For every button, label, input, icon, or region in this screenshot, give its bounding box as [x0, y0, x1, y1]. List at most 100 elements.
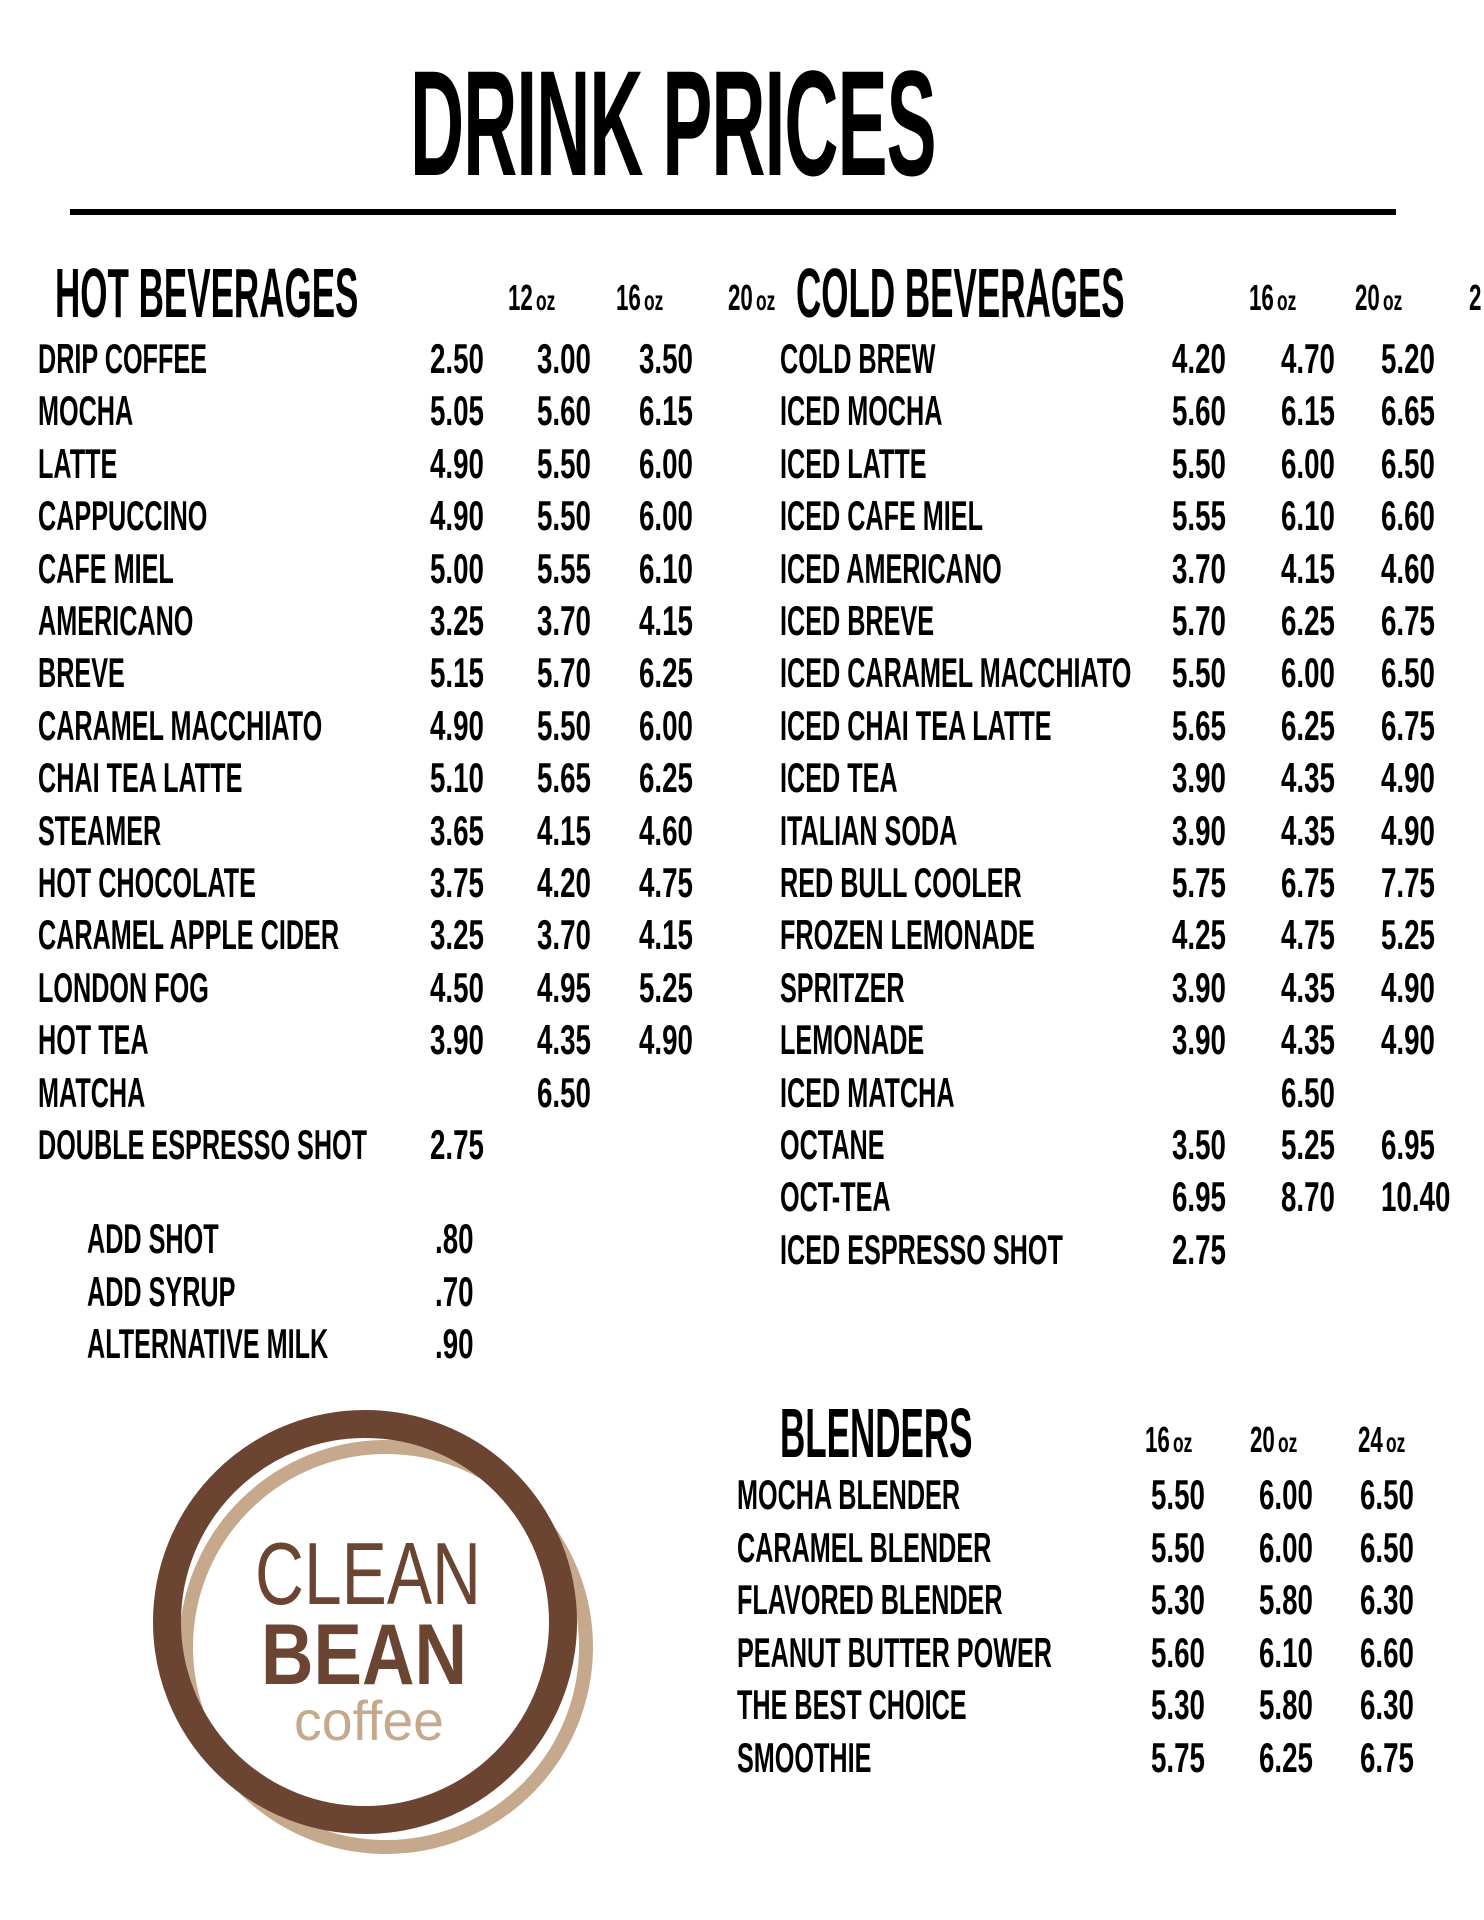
cold-item-price-text: 6.50	[1381, 649, 1435, 697]
blenders-size-header-text: 16	[1145, 1419, 1170, 1460]
cold-item-name: ICED CAFE MIEL	[780, 495, 983, 537]
blenders-item-price: 5.80	[1259, 1579, 1314, 1621]
blenders-item-price: 5.30	[1151, 1579, 1206, 1621]
size-unit: oz	[1386, 1427, 1406, 1458]
clean-bean-coffee-logo: CLEAN BEAN coffee	[153, 1410, 593, 1854]
cold-item-price-text: 3.50	[1172, 1121, 1226, 1168]
cold-item-price: 10.40	[1381, 1176, 1451, 1218]
size-unit: oz	[756, 285, 776, 316]
cold-item-price-text: 6.65	[1381, 387, 1435, 435]
hot-item-price-text: 5.55	[537, 544, 591, 592]
blenders-item-price-text: 5.50	[1151, 1523, 1205, 1571]
blenders-item-price: 6.75	[1360, 1737, 1415, 1779]
cold-item-price: 5.25	[1281, 1124, 1336, 1166]
cold-item-price: 3.90	[1172, 806, 1227, 854]
add-on-price: .70	[435, 1267, 474, 1315]
cold-item-name-text: ITALIAN SODA	[780, 806, 958, 854]
blenders-item-price-text: 6.10	[1259, 1628, 1313, 1676]
cold-item-name: ICED CARAMEL MACCHIATO	[780, 652, 1132, 694]
logo-bean-text: BEAN	[261, 1607, 467, 1703]
cold-item-price: 5.20	[1381, 338, 1436, 380]
add-on-price-text: .70	[435, 1267, 474, 1315]
hot-item-price: 5.10	[430, 757, 485, 799]
cold-item-price: 6.65	[1381, 390, 1436, 432]
blenders-item-price: 6.25	[1259, 1737, 1314, 1779]
hot-size-header: 20 oz	[728, 277, 775, 318]
hot-item-price: 4.15	[639, 914, 694, 956]
cold-item-price-text: 4.90	[1381, 1016, 1435, 1064]
cold-item-price-text: 4.25	[1172, 911, 1226, 959]
blenders-item-price-text: 6.00	[1259, 1523, 1313, 1571]
cold-item-price-text: 6.75	[1381, 701, 1435, 749]
blenders-item-price: 6.30	[1360, 1579, 1415, 1621]
hot-item-price: 4.90	[430, 704, 485, 747]
cold-item-price: 5.65	[1172, 701, 1227, 749]
blenders-item-price-text: 5.80	[1259, 1681, 1313, 1729]
cold-item-name: OCT-TEA	[780, 1176, 891, 1218]
blenders-item-price-text: 5.60	[1151, 1628, 1205, 1676]
cold-item-name: SPRITZER	[780, 963, 905, 1011]
hot-item-name-text: BREVE	[38, 649, 125, 697]
hot-size-header-text: 20	[728, 277, 753, 318]
blenders-item-price-text: 6.60	[1360, 1628, 1414, 1676]
hot-item-price-text: 3.00	[537, 335, 591, 382]
cold-item-price: 3.90	[1172, 966, 1227, 1009]
cold-item-price-text: 4.70	[1281, 335, 1335, 382]
hot-item-name: STEAMER	[38, 809, 161, 852]
blenders-item-name-text: CARAMEL BLENDER	[737, 1523, 992, 1571]
hot-item-price-text: 3.70	[537, 911, 591, 959]
cold-item-name: ICED BREVE	[780, 600, 935, 642]
cold-item-price: 3.50	[1172, 1124, 1227, 1166]
cold-item-price-text: 2.75	[1172, 1225, 1226, 1273]
cold-item-price: 6.10	[1281, 495, 1336, 537]
hot-item-price-text: 5.50	[537, 439, 591, 487]
hot-item-price-text: 5.25	[639, 963, 693, 1011]
add-on-name-text: ADD SYRUP	[87, 1267, 236, 1315]
cold-item-price-text: 7.75	[1381, 859, 1435, 906]
hot-item-price-text: 3.90	[430, 1016, 484, 1064]
cold-item-name-text: FROZEN LEMONADE	[780, 911, 1035, 959]
cold-item-name-text: ICED AMERICANO	[780, 544, 1002, 592]
cold-item-price-text: 5.65	[1172, 701, 1226, 749]
blenders-item-name: CARAMEL BLENDER	[737, 1523, 992, 1571]
hot-item-price: 3.90	[430, 1019, 485, 1061]
size-unit: oz	[1278, 1427, 1298, 1458]
hot-item-price-text: 6.00	[639, 492, 693, 540]
cold-item-price: 6.75	[1281, 862, 1336, 904]
add-on-price: .80	[435, 1218, 474, 1260]
cold-item-price-text: 8.70	[1281, 1173, 1335, 1221]
hot-item-price-text: 5.10	[430, 754, 484, 802]
page-title: DRINK PRICES	[410, 39, 937, 207]
logo-dark-ring	[153, 1410, 577, 1834]
blenders-heading-text: BLENDERS	[780, 1394, 973, 1472]
cold-item-price: 6.25	[1281, 704, 1336, 747]
cold-item-price: 4.35	[1281, 966, 1336, 1009]
hot-item-name-text: CARAMEL APPLE CIDER	[38, 911, 340, 959]
cold-item-price-text: 4.35	[1281, 1016, 1335, 1064]
hot-item-price: 6.25	[639, 757, 694, 799]
cold-size-header: 2oz	[1469, 280, 1482, 316]
cold-item-name-text: SPRITZER	[780, 963, 905, 1011]
hot-item-name: CAFE MIEL	[38, 544, 174, 592]
title-divider	[70, 209, 1396, 215]
hot-item-price: 6.50	[537, 1071, 592, 1114]
cold-item-name-text: ICED ESPRESSO SHOT	[780, 1225, 1063, 1273]
blenders-size-header: 24 oz	[1358, 1422, 1405, 1458]
cold-item-price: 5.55	[1172, 495, 1227, 537]
cold-item-price-text: 6.75	[1381, 597, 1435, 644]
hot-item-price-text: 4.20	[537, 859, 591, 906]
cold-item-name: LEMONADE	[780, 1019, 924, 1061]
hot-item-name-text: DRIP COFFEE	[38, 335, 207, 382]
cold-item-price: 5.60	[1172, 390, 1227, 432]
cold-item-price: 4.70	[1281, 338, 1336, 380]
cold-item-price-text: 3.90	[1172, 806, 1226, 854]
hot-item-price-text: 4.95	[537, 963, 591, 1011]
hot-item-name: LATTE	[38, 442, 118, 485]
hot-item-price: 3.25	[430, 914, 485, 956]
hot-item-name-text: CAFE MIEL	[38, 544, 174, 592]
cold-item-price-text: 5.70	[1172, 597, 1226, 644]
hot-item-name: MATCHA	[38, 1071, 146, 1114]
hot-item-price: 6.00	[639, 442, 694, 485]
cold-item-price-text: 6.50	[1281, 1068, 1335, 1116]
blenders-size-header-text: 20	[1250, 1419, 1275, 1460]
